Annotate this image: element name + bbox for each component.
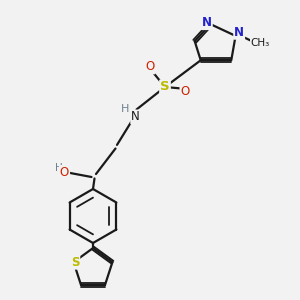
Text: N: N: [131, 110, 140, 124]
Text: H: H: [55, 163, 62, 173]
Text: N: N: [234, 26, 244, 39]
Text: N: N: [202, 16, 212, 29]
Text: O: O: [146, 60, 154, 74]
Text: S: S: [160, 80, 170, 94]
Text: H: H: [121, 103, 130, 114]
Text: O: O: [60, 166, 69, 179]
Text: CH₃: CH₃: [251, 38, 270, 47]
Text: S: S: [71, 256, 79, 269]
Text: O: O: [181, 85, 190, 98]
